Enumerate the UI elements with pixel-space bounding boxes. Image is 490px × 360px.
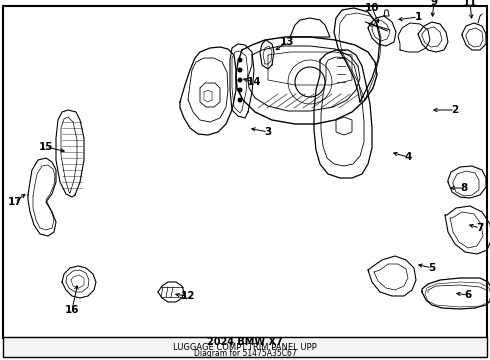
Text: 2024 BMW X7: 2024 BMW X7 bbox=[207, 337, 283, 347]
Text: 16: 16 bbox=[65, 305, 79, 315]
Text: LUGGAGE COMPT.TRIM PANEL UPP: LUGGAGE COMPT.TRIM PANEL UPP bbox=[173, 343, 317, 352]
Circle shape bbox=[238, 87, 243, 93]
Text: 10: 10 bbox=[365, 3, 379, 13]
Text: 14: 14 bbox=[246, 77, 261, 87]
Text: 11: 11 bbox=[463, 0, 477, 8]
Text: 1: 1 bbox=[415, 12, 421, 22]
Text: 6: 6 bbox=[465, 290, 472, 300]
Text: 9: 9 bbox=[430, 0, 438, 7]
Text: 2: 2 bbox=[451, 105, 459, 115]
Circle shape bbox=[238, 98, 243, 103]
Text: 15: 15 bbox=[39, 142, 53, 152]
Text: 12: 12 bbox=[181, 291, 195, 301]
Circle shape bbox=[238, 58, 243, 63]
Text: 8: 8 bbox=[461, 183, 467, 193]
Circle shape bbox=[238, 68, 243, 72]
Text: Diagram for 51475A35C67: Diagram for 51475A35C67 bbox=[194, 350, 296, 359]
Text: 5: 5 bbox=[428, 263, 436, 273]
Circle shape bbox=[238, 77, 243, 82]
Text: 7: 7 bbox=[476, 223, 484, 233]
Text: 3: 3 bbox=[265, 127, 271, 137]
Text: 4: 4 bbox=[404, 152, 412, 162]
Text: 17: 17 bbox=[8, 197, 23, 207]
Text: 13: 13 bbox=[280, 37, 294, 47]
FancyBboxPatch shape bbox=[3, 337, 487, 357]
